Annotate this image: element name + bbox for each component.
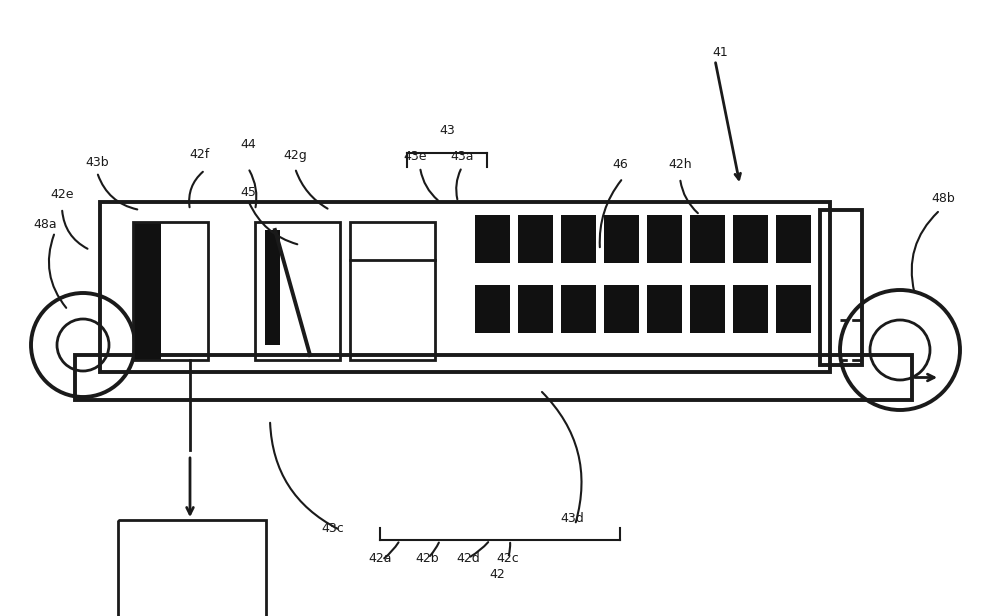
Bar: [561, 285, 596, 333]
Bar: [518, 285, 553, 333]
Bar: [265, 230, 280, 345]
Bar: [133, 222, 208, 360]
Bar: [518, 215, 553, 263]
Text: 43c: 43c: [322, 522, 344, 535]
Bar: [255, 222, 340, 360]
Text: 42c: 42c: [497, 551, 519, 564]
Bar: [604, 285, 639, 333]
Bar: [733, 285, 768, 333]
Text: 43b: 43b: [85, 155, 109, 169]
Text: 43e: 43e: [403, 150, 427, 163]
Text: 42f: 42f: [190, 148, 210, 161]
Bar: [690, 215, 725, 263]
Text: 42a: 42a: [368, 551, 392, 564]
Text: 43a: 43a: [450, 150, 474, 163]
Text: 42e: 42e: [50, 188, 74, 201]
Bar: [561, 215, 596, 263]
Bar: [776, 285, 811, 333]
Text: 42g: 42g: [283, 148, 307, 161]
Text: 48a: 48a: [33, 219, 57, 232]
Text: 43d: 43d: [560, 511, 584, 524]
Text: 42: 42: [489, 569, 505, 582]
Bar: [776, 215, 811, 263]
Text: 42d: 42d: [456, 551, 480, 564]
Bar: [647, 215, 682, 263]
Bar: [647, 285, 682, 333]
Bar: [350, 222, 435, 360]
Bar: [118, 520, 266, 616]
Text: 42b: 42b: [415, 551, 439, 564]
Bar: [820, 210, 862, 365]
Text: 46: 46: [612, 158, 628, 171]
Bar: [733, 215, 768, 263]
Text: 48b: 48b: [931, 192, 955, 205]
Text: 44: 44: [240, 139, 256, 152]
Bar: [100, 202, 830, 372]
Bar: [604, 215, 639, 263]
Text: 45: 45: [240, 187, 256, 200]
Bar: [133, 222, 161, 360]
Bar: [475, 215, 510, 263]
Bar: [75, 355, 912, 400]
Bar: [690, 285, 725, 333]
Text: 41: 41: [712, 46, 728, 59]
Bar: [475, 285, 510, 333]
Text: 43: 43: [439, 123, 455, 137]
Text: 42h: 42h: [668, 158, 692, 171]
